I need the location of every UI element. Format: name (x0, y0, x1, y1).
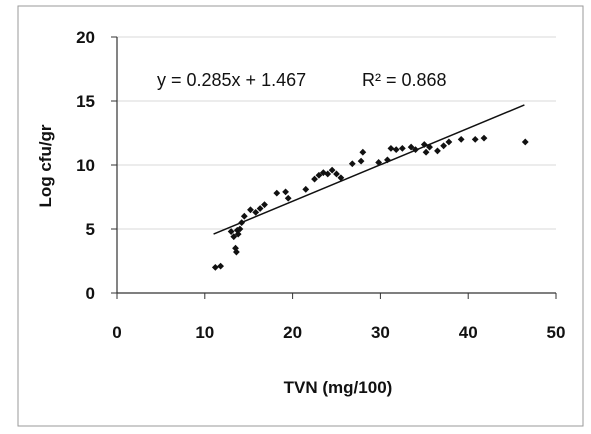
x-tick-label: 50 (547, 323, 566, 342)
data-point (471, 136, 479, 143)
y-tick-label: 20 (76, 28, 95, 47)
data-point (333, 170, 340, 178)
data-point (233, 226, 241, 234)
data-point (324, 170, 332, 178)
gridlines (117, 36, 556, 230)
data-point (457, 136, 465, 143)
data-point (426, 143, 433, 151)
data-point (337, 174, 345, 182)
data-point (238, 219, 246, 226)
y-tick-label: 5 (86, 220, 95, 239)
data-point (434, 147, 441, 155)
trend-equation: y = 0.285x + 1.467 (157, 70, 306, 90)
data-point (234, 230, 242, 238)
trendline (213, 104, 525, 235)
data-point (311, 175, 318, 183)
data-point (359, 148, 367, 156)
data-point (217, 262, 225, 270)
data-points (211, 134, 529, 271)
data-point (319, 169, 327, 177)
data-point (315, 171, 323, 179)
data-point (384, 156, 391, 164)
y-tick-label: 0 (86, 284, 95, 303)
data-point (256, 205, 264, 212)
x-axis-title: TVN (mg/100) (284, 378, 393, 397)
data-point (407, 143, 415, 151)
data-point (480, 134, 488, 142)
data-point (284, 194, 292, 202)
y-tick-label: 10 (76, 156, 95, 175)
data-point (375, 159, 383, 166)
data-point (230, 233, 238, 241)
x-tick-label: 30 (371, 323, 390, 342)
data-point (398, 144, 406, 152)
chart-border (17, 5, 584, 427)
data-point (232, 244, 239, 252)
axes (111, 36, 557, 299)
data-point (252, 208, 260, 216)
data-point (440, 142, 448, 150)
data-point (357, 157, 365, 165)
data-point (240, 212, 248, 220)
data-point (328, 166, 336, 174)
data-point (211, 264, 219, 271)
data-point (445, 138, 453, 146)
data-point (521, 138, 529, 146)
data-point (261, 201, 268, 209)
y-tick-label: 15 (76, 92, 95, 111)
data-point (422, 148, 430, 156)
data-point (348, 160, 356, 168)
data-point (233, 248, 240, 256)
data-point (227, 228, 235, 235)
data-point (387, 144, 395, 152)
x-tick-label: 40 (459, 323, 478, 342)
x-tick-label: 0 (112, 323, 121, 342)
y-axis-title: Log cfu/gr (36, 124, 55, 207)
data-point (273, 189, 281, 197)
data-point (392, 146, 400, 154)
data-point (302, 185, 310, 193)
x-tick-label: 20 (283, 323, 302, 342)
data-point (236, 225, 244, 233)
r-squared-label: R² = 0.868 (362, 70, 447, 90)
tick-labels: 0 5 10 15 20 0 10 20 30 40 50 (76, 28, 565, 342)
data-point (282, 188, 289, 196)
trendline-group (213, 104, 525, 235)
data-point (420, 141, 428, 148)
x-tick-label: 10 (195, 323, 214, 342)
data-point (247, 206, 254, 214)
data-point (412, 146, 419, 154)
